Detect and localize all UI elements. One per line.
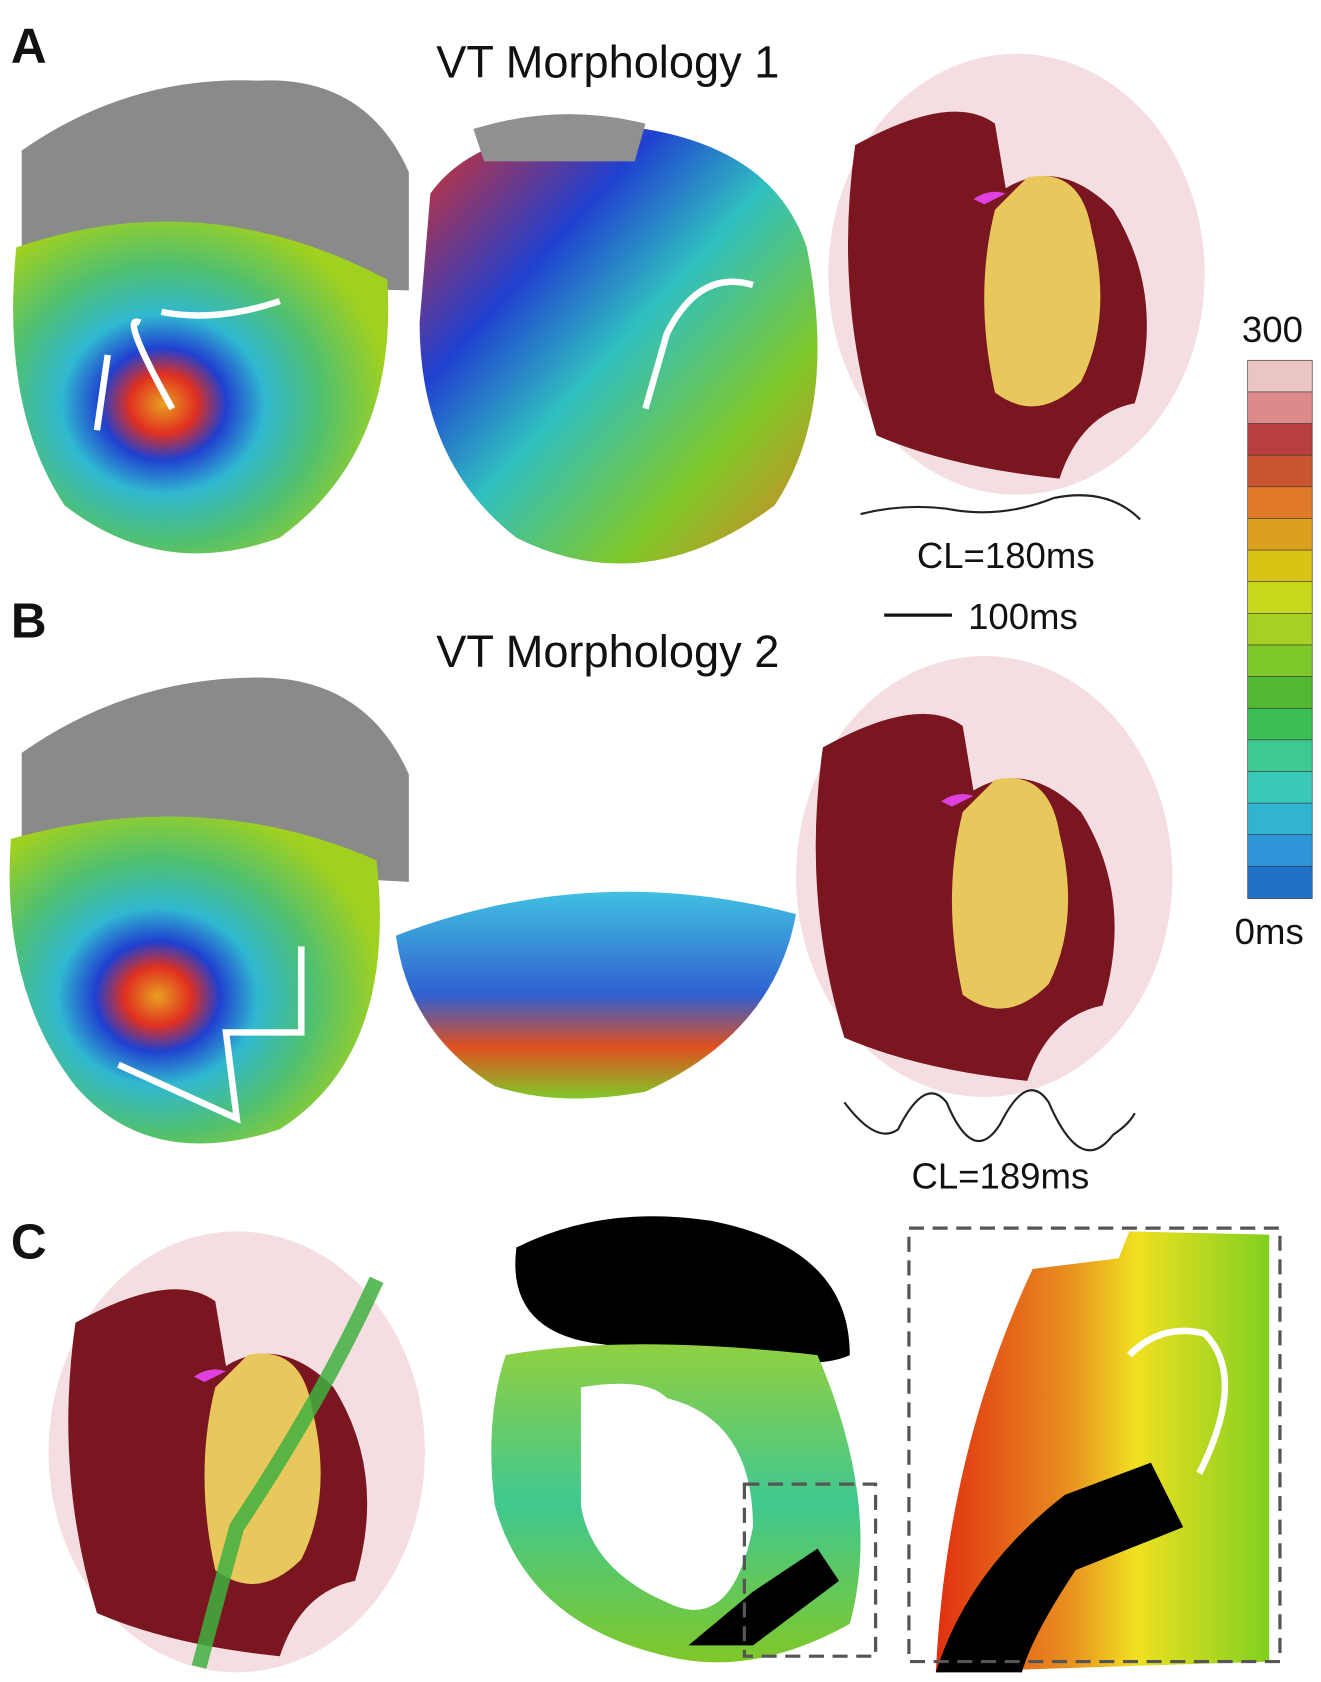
colorbar-min: 0ms (1235, 911, 1304, 952)
slice-base (515, 1216, 849, 1363)
scale-bar-label: 100ms (968, 596, 1078, 637)
colorbar-step (1248, 835, 1313, 867)
panel-label: A (11, 18, 47, 73)
heart-base (473, 114, 645, 161)
cycle-length: CL=180ms (917, 535, 1095, 576)
colorbar-step (1248, 424, 1313, 456)
ecg-trace (844, 1090, 1134, 1150)
heart-section (396, 892, 796, 1099)
panel-label: B (11, 594, 47, 649)
colorbar-step (1248, 582, 1313, 614)
colorbar-step (1248, 771, 1313, 803)
colorbar-step (1248, 518, 1313, 550)
colorbar-step (1248, 803, 1313, 835)
colorbar-step (1248, 550, 1313, 582)
colorbar (1248, 360, 1313, 898)
colorbar-step (1248, 708, 1313, 740)
cycle-length: CL=189ms (911, 1155, 1089, 1196)
ecg-trace (861, 495, 1141, 519)
colorbar-step (1248, 360, 1313, 392)
panel-title: VT Morphology 1 (436, 36, 779, 87)
heart-cut (420, 128, 818, 564)
colorbar-step (1248, 645, 1313, 677)
colorbar-step (1248, 487, 1313, 519)
colorbar-step (1248, 866, 1313, 898)
figure: A VT Morphology 1 CL=180ms 100ms B VT Mo… (0, 0, 1321, 1682)
heart-scar (828, 54, 1204, 495)
heart-map (13, 222, 388, 554)
heart-scar (796, 656, 1172, 1097)
panel-title: VT Morphology 2 (436, 626, 779, 677)
colorbar-max: 300 (1242, 309, 1303, 350)
colorbar-step (1248, 455, 1313, 487)
colorbar-step (1248, 392, 1313, 424)
panel-label: C (11, 1214, 47, 1269)
colorbar-step (1248, 613, 1313, 645)
colorbar-step (1248, 677, 1313, 709)
heart-map (10, 816, 380, 1143)
colorbar-step (1248, 740, 1313, 772)
